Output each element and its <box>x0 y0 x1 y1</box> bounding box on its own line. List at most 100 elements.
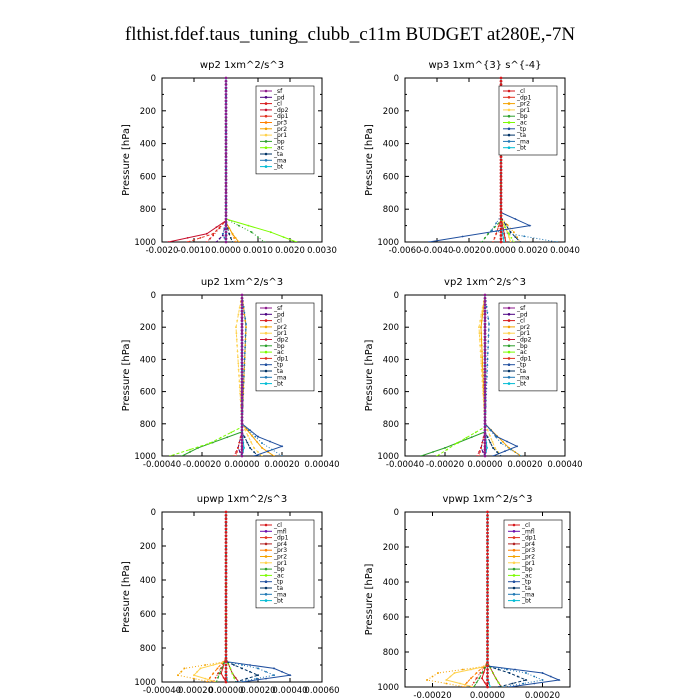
data-point <box>514 668 516 671</box>
profile-marker <box>240 345 244 348</box>
data-point <box>514 236 517 239</box>
legend-label: _ta <box>516 132 526 139</box>
legend-label: _pr2 <box>273 324 287 331</box>
data-point <box>235 326 237 329</box>
profile-marker <box>499 237 503 241</box>
data-point <box>237 241 240 242</box>
profile-marker <box>486 636 489 640</box>
series-line-pd <box>216 78 227 242</box>
data-point <box>186 241 189 242</box>
profile-marker <box>224 524 228 527</box>
profile-marker <box>483 406 487 410</box>
data-point <box>480 319 483 322</box>
data-point <box>236 350 239 353</box>
legend-marker <box>507 357 511 360</box>
profile-marker <box>224 175 228 178</box>
x-tick-label: -0.00040 <box>386 460 424 470</box>
profile-marker <box>240 438 244 442</box>
profile-marker <box>224 207 228 211</box>
data-point <box>234 676 237 679</box>
profile-marker <box>486 577 489 580</box>
profile-marker <box>224 129 228 132</box>
data-point <box>238 374 240 377</box>
legend-marker <box>264 536 268 539</box>
data-point <box>504 450 506 453</box>
data-point <box>169 455 171 456</box>
profile-marker <box>483 361 487 365</box>
series-line-dp2 <box>168 78 227 242</box>
data-point <box>496 435 498 438</box>
profile-marker <box>224 605 228 609</box>
profile-marker <box>486 643 489 647</box>
data-point <box>193 674 195 677</box>
profile-marker <box>224 165 228 168</box>
data-point <box>269 231 272 234</box>
profile-marker <box>486 556 489 559</box>
legend-marker <box>264 376 268 379</box>
profile-marker <box>483 444 487 448</box>
series-line-ac <box>487 512 502 687</box>
x-tick-label: -0.0010 <box>178 246 211 256</box>
legend-label: _mfl <box>273 528 287 535</box>
profile-marker <box>224 89 228 93</box>
data-point <box>234 681 237 682</box>
y-tick-label: 400 <box>140 576 156 586</box>
profile-marker <box>483 409 487 413</box>
data-point <box>464 686 467 687</box>
profile-marker <box>483 367 487 371</box>
data-point <box>428 241 430 242</box>
profile-marker <box>240 432 244 435</box>
data-point <box>243 352 246 355</box>
legend-marker <box>264 114 268 118</box>
legend-label: _cl <box>273 522 282 529</box>
data-point <box>212 234 215 237</box>
profile-marker <box>240 364 244 368</box>
data-point <box>481 380 484 383</box>
data-point <box>204 664 207 666</box>
profile-marker <box>224 142 228 146</box>
data-point <box>516 445 518 448</box>
data-point <box>504 237 506 239</box>
profile-marker <box>483 419 487 422</box>
data-point <box>494 677 497 680</box>
panel-title: vpwp 1xm^2/s^3 <box>442 494 532 505</box>
profile-marker <box>240 348 244 352</box>
x-tick-label: 0.00000 <box>208 686 243 696</box>
legend-label: _pr1 <box>273 132 287 139</box>
profile-marker <box>483 425 487 429</box>
data-point <box>237 362 240 365</box>
data-point <box>281 445 283 448</box>
profile-marker <box>483 348 487 352</box>
profile-marker <box>486 545 489 549</box>
panel-title: upwp 1xm^2/s^3 <box>197 494 287 505</box>
legend-label: _dp2 <box>516 337 532 344</box>
legend-marker <box>264 133 268 137</box>
data-point <box>523 235 526 238</box>
y-tick-label: 1000 <box>377 452 399 462</box>
series-line-dp1 <box>187 78 227 242</box>
profile-marker <box>224 663 228 667</box>
profile-marker <box>499 79 503 83</box>
data-point <box>219 436 222 439</box>
data-point <box>267 450 269 453</box>
profile-marker <box>224 152 228 155</box>
x-tick-label: 0.00040 <box>272 686 307 696</box>
chart-panel-3: up2 1xm^2/s^3 Pressure [hPa] 0 200 400 600 800… <box>121 277 340 470</box>
data-point <box>199 667 202 670</box>
profile-marker <box>486 552 489 556</box>
data-point <box>244 340 247 343</box>
data-point <box>217 672 219 675</box>
profile-marker <box>224 595 228 599</box>
data-point <box>243 447 245 449</box>
profile-marker <box>224 135 228 139</box>
profile-marker <box>240 351 244 355</box>
data-point <box>482 392 484 395</box>
data-point <box>265 670 267 673</box>
profile-marker <box>240 329 244 332</box>
profile-marker <box>483 322 487 326</box>
y-tick-label: 400 <box>383 578 399 588</box>
y-tick-label: 600 <box>140 172 156 182</box>
data-point <box>472 686 475 687</box>
profile-marker <box>224 558 228 561</box>
profile-marker <box>224 578 228 582</box>
